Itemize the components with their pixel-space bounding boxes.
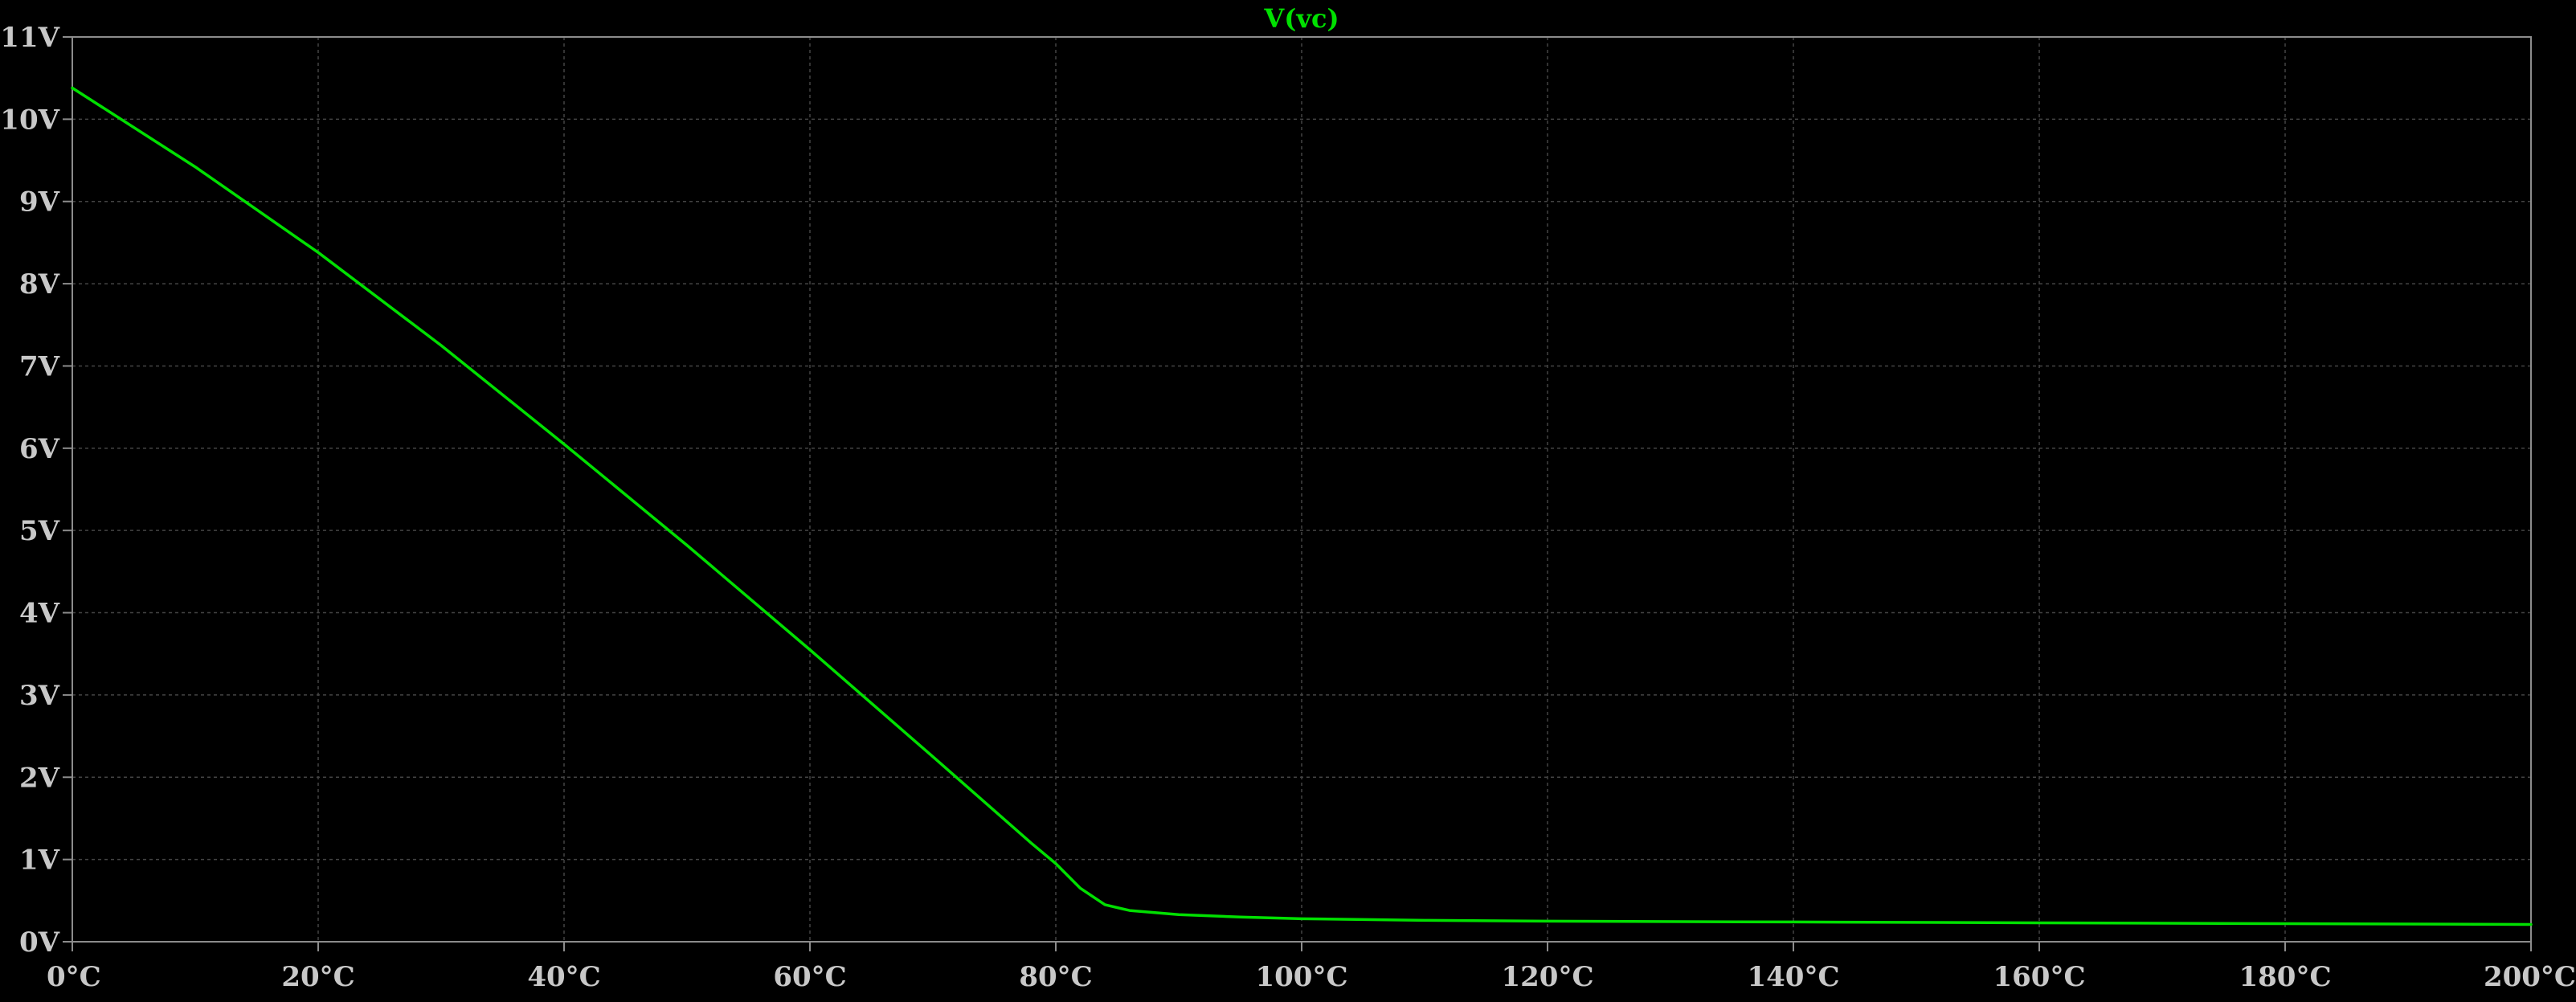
y-tick-label: 3V	[19, 680, 60, 712]
y-tick-label: 1V	[19, 845, 60, 877]
y-tick-label: 7V	[19, 350, 60, 382]
y-tick-label: 11V	[0, 22, 59, 54]
x-tick-label: 80°C	[1019, 961, 1092, 993]
x-tick-label: 60°C	[773, 961, 846, 993]
y-tick-label: 10V	[0, 104, 59, 136]
x-tick-label: 0°C	[47, 961, 101, 993]
x-tick-label: 180°C	[2239, 961, 2331, 993]
x-tick-label: 20°C	[281, 961, 354, 993]
y-tick-label: 9V	[19, 186, 60, 219]
y-tick-label: 2V	[19, 762, 60, 794]
y-tick-label: 0V	[19, 926, 60, 959]
y-tick-label: 4V	[19, 598, 60, 630]
trace-title[interactable]: V(vc)	[1263, 3, 1339, 34]
x-tick-label: 140°C	[1747, 961, 1839, 993]
x-tick-label: 100°C	[1255, 961, 1347, 993]
y-tick-label: 6V	[19, 433, 60, 465]
x-tick-label: 40°C	[527, 961, 600, 993]
x-tick-label: 160°C	[1993, 961, 2085, 993]
x-tick-label: 200°C	[2484, 961, 2576, 993]
x-tick-label: 120°C	[1501, 961, 1593, 993]
y-tick-label: 8V	[19, 268, 60, 301]
y-tick-label: 5V	[19, 515, 60, 547]
series-line-vvc[interactable]	[71, 86, 2533, 926]
